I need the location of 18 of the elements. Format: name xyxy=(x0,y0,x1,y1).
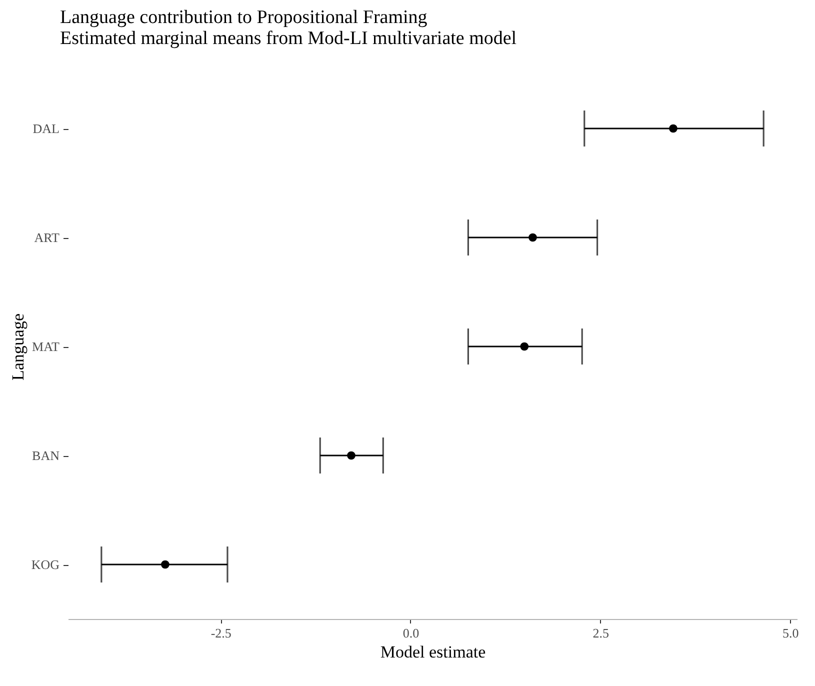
x-tick-label: 2.5 xyxy=(592,626,609,640)
y-tick-label: BAN xyxy=(32,448,60,463)
y-tick-label: ART xyxy=(34,230,60,245)
y-tick-label: MAT xyxy=(32,339,60,354)
y-axis-title: Language xyxy=(8,313,28,381)
x-tick-label: 0.0 xyxy=(402,626,420,640)
y-tick-label: KOG xyxy=(31,557,60,572)
point xyxy=(347,451,356,460)
point xyxy=(669,124,678,133)
y-tick-label: DAL xyxy=(32,121,60,136)
chart-subtitle: Estimated marginal means from Mod-LI multivariate model xyxy=(60,28,517,49)
point xyxy=(520,342,529,351)
x-tick-label: -2.5 xyxy=(210,626,232,640)
point xyxy=(161,560,170,569)
x-tick-label: 5.0 xyxy=(782,626,799,640)
chart-title: Language contribution to Propositional Framing xyxy=(60,7,428,28)
point xyxy=(528,233,537,242)
x-axis-title: Model estimate xyxy=(380,642,486,662)
